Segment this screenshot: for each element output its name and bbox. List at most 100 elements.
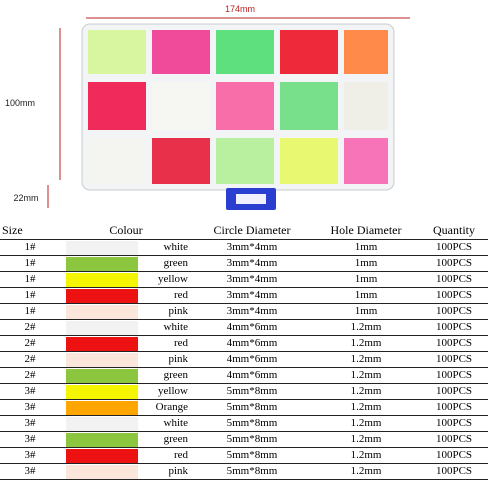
hole-cell: 1mm — [312, 303, 420, 320]
circle-cell: 4mm*6mm — [192, 351, 312, 368]
size-cell: 1# — [0, 255, 60, 272]
colour-swatch — [66, 385, 138, 399]
compartments — [88, 30, 388, 184]
hole-cell: 1mm — [312, 255, 420, 272]
table-row: 2# white 4mm*6mm 1.2mm 100PCS — [0, 319, 488, 336]
table-row: 2# red 4mm*6mm 1.2mm 100PCS — [0, 335, 488, 352]
table-row: 1# white 3mm*4mm 1mm 100PCS — [0, 239, 488, 256]
table-row: 2# pink 4mm*6mm 1.2mm 100PCS — [0, 351, 488, 368]
circle-cell: 4mm*6mm — [192, 319, 312, 336]
colour-name: white — [163, 417, 188, 429]
colour-cell: pink — [60, 463, 192, 480]
colour-swatch — [66, 369, 138, 383]
colour-name: yellow — [158, 385, 188, 397]
colour-swatch — [66, 433, 138, 447]
colour-swatch — [66, 337, 138, 351]
colour-swatch — [66, 305, 138, 319]
colour-swatch — [66, 257, 138, 271]
product-photo: 174mm 100mm 22mm — [5, 4, 410, 210]
size-cell: 1# — [0, 271, 60, 288]
colour-cell: green — [60, 255, 192, 272]
latch-window — [236, 194, 266, 204]
circle-cell: 5mm*8mm — [192, 431, 312, 448]
quantity-cell: 100PCS — [420, 367, 488, 384]
colour-name: white — [163, 321, 188, 333]
size-cell: 1# — [0, 287, 60, 304]
colour-name: green — [163, 369, 188, 381]
header-cell: Quantity — [420, 222, 488, 240]
colour-name: yellow — [158, 273, 188, 285]
depth-label: 22mm — [13, 193, 38, 203]
colour-cell: Orange — [60, 399, 192, 416]
hole-cell: 1.2mm — [312, 319, 420, 336]
hole-cell: 1.2mm — [312, 367, 420, 384]
quantity-cell: 100PCS — [420, 303, 488, 320]
colour-cell: white — [60, 319, 192, 336]
circle-cell: 5mm*8mm — [192, 383, 312, 400]
circle-cell: 3mm*4mm — [192, 271, 312, 288]
quantity-cell: 100PCS — [420, 463, 488, 480]
hole-cell: 1.2mm — [312, 431, 420, 448]
size-cell: 1# — [0, 303, 60, 320]
hole-cell: 1.2mm — [312, 447, 420, 464]
size-cell: 3# — [0, 447, 60, 464]
circle-cell: 4mm*6mm — [192, 335, 312, 352]
width-label: 174mm — [225, 4, 255, 14]
circle-cell: 3mm*4mm — [192, 303, 312, 320]
quantity-cell: 100PCS — [420, 447, 488, 464]
colour-cell: pink — [60, 303, 192, 320]
colour-swatch — [66, 273, 138, 287]
table-row: 3# pink 5mm*8mm 1.2mm 100PCS — [0, 463, 488, 480]
table-row: 3# Orange 5mm*8mm 1.2mm 100PCS — [0, 399, 488, 416]
circle-cell: 3mm*4mm — [192, 239, 312, 256]
colour-swatch — [66, 465, 138, 479]
colour-swatch — [66, 449, 138, 463]
table-row: 1# pink 3mm*4mm 1mm 100PCS — [0, 303, 488, 320]
colour-cell: red — [60, 447, 192, 464]
circle-cell: 4mm*6mm — [192, 367, 312, 384]
colour-cell: yellow — [60, 271, 192, 288]
colour-swatch — [66, 289, 138, 303]
size-cell: 2# — [0, 335, 60, 352]
quantity-cell: 100PCS — [420, 431, 488, 448]
table-row: 3# red 5mm*8mm 1.2mm 100PCS — [0, 447, 488, 464]
hole-cell: 1mm — [312, 287, 420, 304]
colour-name: Orange — [155, 401, 188, 413]
table-body: 1# white 3mm*4mm 1mm 100PCS 1# green 3mm*4mm 1mm… — [0, 239, 488, 480]
colour-swatch — [66, 401, 138, 415]
colour-cell: white — [60, 415, 192, 432]
colour-name: red — [173, 289, 188, 301]
quantity-cell: 100PCS — [420, 319, 488, 336]
table-row: 3# yellow 5mm*8mm 1.2mm 100PCS — [0, 383, 488, 400]
size-cell: 2# — [0, 367, 60, 384]
colour-cell: red — [60, 335, 192, 352]
colour-name: red — [173, 449, 188, 461]
colour-name: pink — [168, 465, 188, 477]
circle-cell: 5mm*8mm — [192, 399, 312, 416]
size-cell: 3# — [0, 399, 60, 416]
size-cell: 1# — [0, 239, 60, 256]
hole-cell: 1.2mm — [312, 463, 420, 480]
colour-cell: pink — [60, 351, 192, 368]
quantity-cell: 100PCS — [420, 399, 488, 416]
hole-cell: 1.2mm — [312, 383, 420, 400]
table-row: 3# white 5mm*8mm 1.2mm 100PCS — [0, 415, 488, 432]
colour-name: green — [163, 433, 188, 445]
spec-table: Size Colour Circle Diameter Hole Diamete… — [0, 222, 488, 480]
colour-name: red — [173, 337, 188, 349]
colour-name: white — [163, 241, 188, 253]
header-cell: Hole Diameter — [312, 222, 420, 240]
header-cell: Colour — [60, 222, 192, 240]
quantity-cell: 100PCS — [420, 383, 488, 400]
circle-cell: 5mm*8mm — [192, 447, 312, 464]
circle-cell: 5mm*8mm — [192, 463, 312, 480]
hole-cell: 1mm — [312, 271, 420, 288]
header-cell: Circle Diameter — [192, 222, 312, 240]
colour-name: pink — [168, 353, 188, 365]
circle-cell: 3mm*4mm — [192, 287, 312, 304]
colour-cell: yellow — [60, 383, 192, 400]
size-cell: 2# — [0, 351, 60, 368]
colour-cell: white — [60, 239, 192, 256]
colour-swatch — [66, 353, 138, 367]
